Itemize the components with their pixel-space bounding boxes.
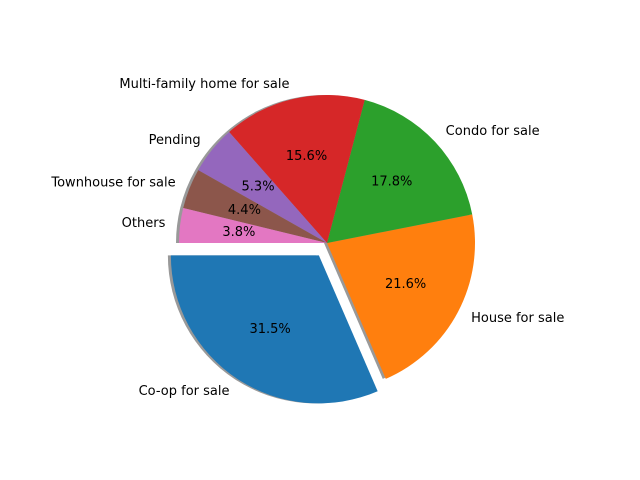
slice-pending [198, 131, 327, 243]
pct-label-multi-family-home-for-sale: 15.6% [286, 149, 327, 164]
slice-house-for-sale [327, 214, 475, 379]
category-label-townhouse-for-sale: Townhouse for sale [50, 176, 175, 191]
pie-wedges [170, 95, 475, 404]
slice-townhouse-for-sale [183, 170, 327, 243]
pct-label-house-for-sale: 21.6% [385, 277, 426, 292]
pie-labels: 31.5% Co-op for sale 21.6% House for sale 17… [50, 77, 564, 399]
category-label-condo-for-sale: Condo for sale [446, 124, 540, 139]
slice-others [179, 207, 327, 243]
slice-co-op-for-sale [170, 255, 378, 404]
pct-label-condo-for-sale: 17.8% [371, 175, 412, 190]
category-label-co-op-for-sale: Co-op for sale [139, 384, 230, 399]
category-label-multi-family-home-for-sale: Multi-family home for sale [119, 77, 289, 92]
pct-label-townhouse-for-sale: 4.4% [228, 203, 261, 218]
pct-label-pending: 5.3% [242, 180, 275, 195]
category-label-pending: Pending [149, 133, 201, 148]
category-label-house-for-sale: House for sale [471, 311, 564, 326]
slice-multi-family-home-for-sale [229, 95, 365, 244]
pct-label-co-op-for-sale: 31.5% [249, 322, 290, 337]
pct-label-others: 3.8% [222, 225, 255, 240]
category-label-others: Others [122, 216, 166, 231]
slice-condo-for-sale [327, 99, 473, 243]
